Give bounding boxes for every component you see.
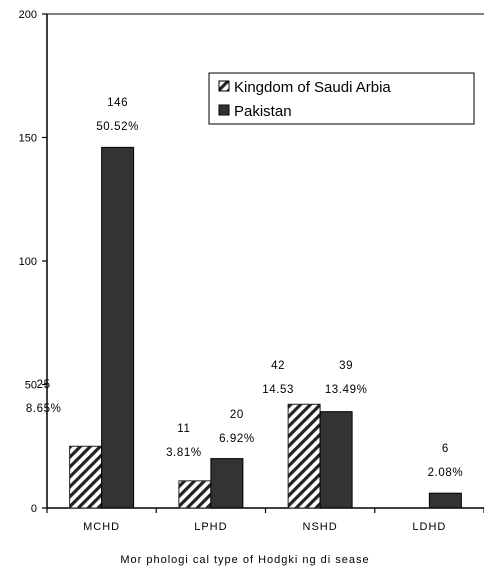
chart-bars xyxy=(69,146,462,509)
legend-label-saudi: Kingdom of Saudi Arbia xyxy=(234,79,391,96)
bar-pakistan xyxy=(319,411,353,509)
y-tick-label: 0 xyxy=(31,503,37,515)
chart-legend: Kingdom of Saudi Arbia Pakistan xyxy=(208,72,475,125)
bar-pakistan xyxy=(210,458,244,509)
bar-saudi-arabia xyxy=(69,445,103,509)
x-tick-label: LPHD xyxy=(194,521,227,533)
y-tick-label: 50 xyxy=(25,380,37,392)
data-label-count-saudi: 11 xyxy=(177,423,190,435)
x-axis-title: Mor phologi cal type of Hodgki ng di sea… xyxy=(120,554,369,566)
data-label-percent-pakistan: 2.08% xyxy=(428,467,464,479)
legend-swatch-pakistan xyxy=(218,104,230,116)
x-tick-label: MCHD xyxy=(83,521,120,533)
data-label-count-pakistan: 20 xyxy=(230,409,244,421)
legend-box xyxy=(208,72,475,125)
y-tick-label: 100 xyxy=(19,256,37,268)
data-label-count-pakistan: 39 xyxy=(339,360,353,372)
data-label-percent-saudi: 14.53 xyxy=(262,384,294,396)
x-tick-label: LDHD xyxy=(412,521,446,533)
x-tick-label: NSHD xyxy=(303,521,338,533)
data-label-percent-pakistan: 50.52% xyxy=(96,121,139,133)
data-label-percent-pakistan: 6.92% xyxy=(219,433,255,445)
y-tick-label: 150 xyxy=(19,133,37,145)
data-label-count-saudi: 25 xyxy=(37,379,51,391)
bar-pakistan xyxy=(101,146,135,509)
legend-swatch-saudi xyxy=(218,80,230,92)
data-label-count-saudi: 42 xyxy=(271,360,285,372)
y-tick-label: 200 xyxy=(19,9,37,21)
data-label-percent-saudi: 3.81% xyxy=(166,447,202,459)
data-label-count-pakistan: 146 xyxy=(107,97,128,109)
data-label-count-pakistan: 6 xyxy=(442,443,449,455)
data-label-percent-pakistan: 13.49% xyxy=(325,384,368,396)
bar-saudi-arabia xyxy=(178,480,212,509)
bar-saudi-arabia xyxy=(287,403,321,509)
legend-label-pakistan: Pakistan xyxy=(234,103,292,120)
bar-pakistan xyxy=(428,492,462,509)
chart-data-labels: 25 8.65% 146 50.52% 11 3.81% 20 6.92% 42 14.53 39 1… xyxy=(26,97,463,479)
data-label-percent-saudi: 8.65% xyxy=(26,403,62,415)
